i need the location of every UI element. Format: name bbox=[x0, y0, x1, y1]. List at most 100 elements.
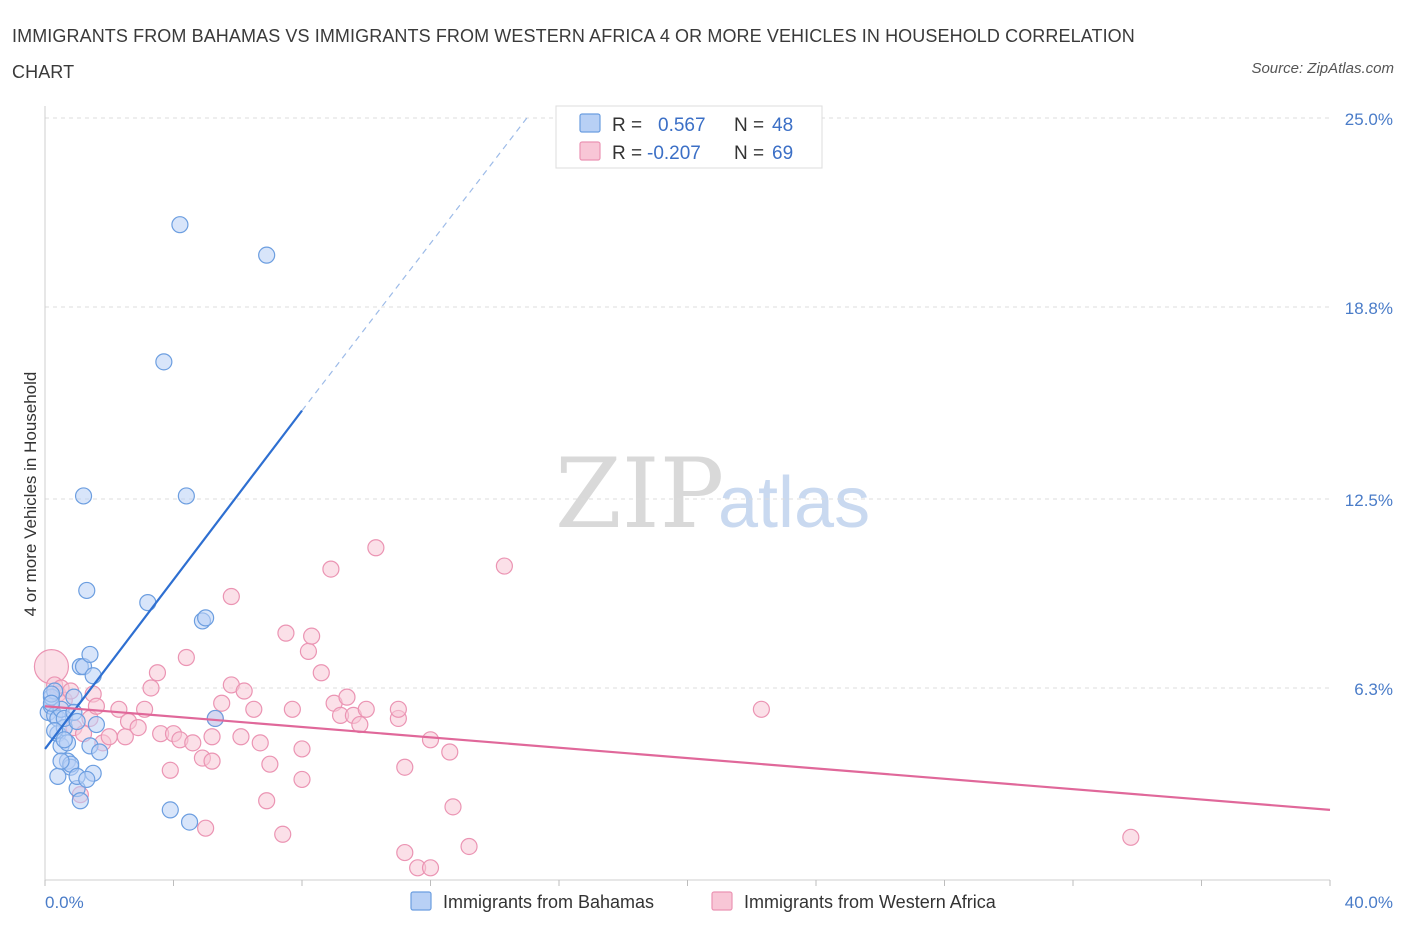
bahamas-trendline bbox=[44, 409, 303, 750]
y-tick-label: 6.3% bbox=[1354, 680, 1393, 699]
legend-n-label-bahamas: N = bbox=[734, 115, 764, 136]
legend-n-value-western-africa: 69 bbox=[772, 143, 793, 164]
legend-r-label-bahamas: R = bbox=[612, 115, 642, 136]
western-africa-point bbox=[177, 648, 195, 667]
western-africa-point bbox=[460, 837, 478, 856]
bahamas-point bbox=[71, 792, 89, 810]
legend-swatch-bahamas bbox=[579, 113, 601, 133]
western-africa-point bbox=[312, 664, 330, 682]
western-africa-point bbox=[421, 859, 440, 877]
x-tick-label: 0.0% bbox=[45, 893, 84, 912]
western-africa-point bbox=[142, 679, 160, 697]
bahamas-point bbox=[197, 609, 215, 627]
bottom-legend-swatch-bahamas bbox=[410, 891, 432, 911]
bahamas-point bbox=[139, 594, 157, 612]
western-africa-point bbox=[203, 728, 221, 746]
western-africa-point bbox=[396, 758, 414, 776]
western-africa-point bbox=[441, 743, 459, 761]
bahamas-point bbox=[55, 731, 73, 749]
western-africa-point bbox=[197, 819, 215, 837]
western-africa-point bbox=[389, 700, 407, 718]
bahamas-point bbox=[78, 581, 96, 600]
x-tick-label: 40.0% bbox=[1345, 893, 1393, 912]
western-africa-point bbox=[161, 761, 179, 779]
bottom-legend-label-bahamas: Immigrants from Bahamas bbox=[443, 892, 654, 912]
legend-r-value-western-africa: -0.207 bbox=[647, 143, 701, 164]
bahamas-trendline-extension bbox=[301, 117, 528, 411]
western-africa-point bbox=[251, 734, 269, 752]
bahamas-point bbox=[87, 715, 106, 734]
x-tick-labels: 0.0% 40.0% bbox=[45, 893, 1393, 912]
legend-r-value-bahamas: 0.567 bbox=[658, 115, 706, 136]
western-africa-point bbox=[396, 843, 414, 862]
bahamas-point bbox=[155, 353, 173, 371]
western-africa-point bbox=[222, 587, 240, 606]
legend-r-label-western-africa: R = bbox=[612, 143, 642, 164]
watermark: ZIP atlas bbox=[555, 438, 870, 550]
western-africa-point bbox=[100, 728, 118, 746]
y-tick-label: 12.5% bbox=[1345, 491, 1393, 510]
x-ticks bbox=[44, 880, 1331, 886]
legend-n-value-bahamas: 48 bbox=[772, 115, 793, 136]
series-bahamas-points bbox=[39, 216, 276, 831]
bahamas-point bbox=[49, 767, 67, 785]
western-africa-point bbox=[235, 682, 253, 700]
western-africa-point bbox=[184, 734, 202, 752]
western-africa-point bbox=[299, 642, 318, 661]
western-africa-point bbox=[148, 664, 167, 682]
western-africa-point bbox=[444, 798, 462, 816]
western-africa-point bbox=[1122, 828, 1140, 846]
western-africa-point bbox=[129, 718, 147, 737]
bahamas-point bbox=[84, 667, 102, 685]
bottom-legend: Immigrants from Bahamas Immigrants from … bbox=[410, 891, 997, 912]
bahamas-point bbox=[180, 813, 199, 831]
bahamas-point bbox=[68, 712, 86, 731]
western-africa-point bbox=[245, 700, 263, 718]
y-tick-label: 18.8% bbox=[1345, 299, 1393, 318]
gridlines bbox=[45, 117, 1330, 689]
series-western-africa-points bbox=[33, 539, 1140, 877]
western-africa-point bbox=[293, 740, 311, 758]
trendlines bbox=[44, 117, 1331, 811]
bahamas-point bbox=[42, 694, 61, 712]
y-tick-labels: 6.3% 12.5% 18.8% 25.0% bbox=[1345, 110, 1393, 699]
western-africa-point bbox=[283, 700, 301, 718]
bahamas-point bbox=[52, 752, 70, 770]
source-label: Source: ZipAtlas.com bbox=[1251, 60, 1394, 77]
western-africa-point bbox=[367, 539, 385, 557]
western-africa-point bbox=[303, 627, 321, 645]
bottom-legend-label-western-africa: Immigrants from Western Africa bbox=[744, 892, 997, 912]
watermark-zip: ZIP bbox=[555, 438, 724, 550]
western-africa-point bbox=[232, 728, 250, 746]
bahamas-point bbox=[81, 645, 99, 664]
legend-swatch-western-africa bbox=[579, 141, 601, 161]
western-africa-point bbox=[274, 825, 292, 843]
western-africa-point bbox=[322, 560, 340, 578]
bahamas-point bbox=[161, 801, 179, 819]
bahamas-point bbox=[91, 743, 109, 761]
y-tick-label: 25.0% bbox=[1345, 110, 1393, 129]
y-axis-label: 4 or more Vehicles in Household bbox=[21, 372, 40, 617]
western-africa-point bbox=[213, 694, 231, 712]
bahamas-point bbox=[171, 216, 189, 234]
western-africa-trendline bbox=[44, 705, 1331, 811]
western-africa-point bbox=[338, 688, 356, 706]
bahamas-point bbox=[74, 487, 93, 505]
western-africa-point bbox=[203, 752, 221, 770]
bahamas-point bbox=[258, 246, 276, 264]
bahamas-point bbox=[177, 487, 195, 505]
bahamas-point bbox=[78, 770, 96, 789]
western-africa-point bbox=[495, 557, 513, 575]
watermark-atlas: atlas bbox=[718, 463, 870, 543]
western-africa-point bbox=[357, 700, 375, 718]
legend-n-label-western-africa: N = bbox=[734, 143, 764, 164]
western-africa-point bbox=[277, 624, 295, 642]
western-africa-point bbox=[752, 700, 770, 718]
western-africa-point bbox=[261, 755, 279, 773]
western-africa-point bbox=[258, 792, 276, 810]
legend: R = 0.567 N = 48 R = -0.207 N = 69 bbox=[555, 105, 823, 169]
bottom-legend-swatch-western-africa bbox=[711, 891, 733, 911]
western-africa-point bbox=[421, 731, 440, 749]
western-africa-point bbox=[293, 770, 311, 789]
